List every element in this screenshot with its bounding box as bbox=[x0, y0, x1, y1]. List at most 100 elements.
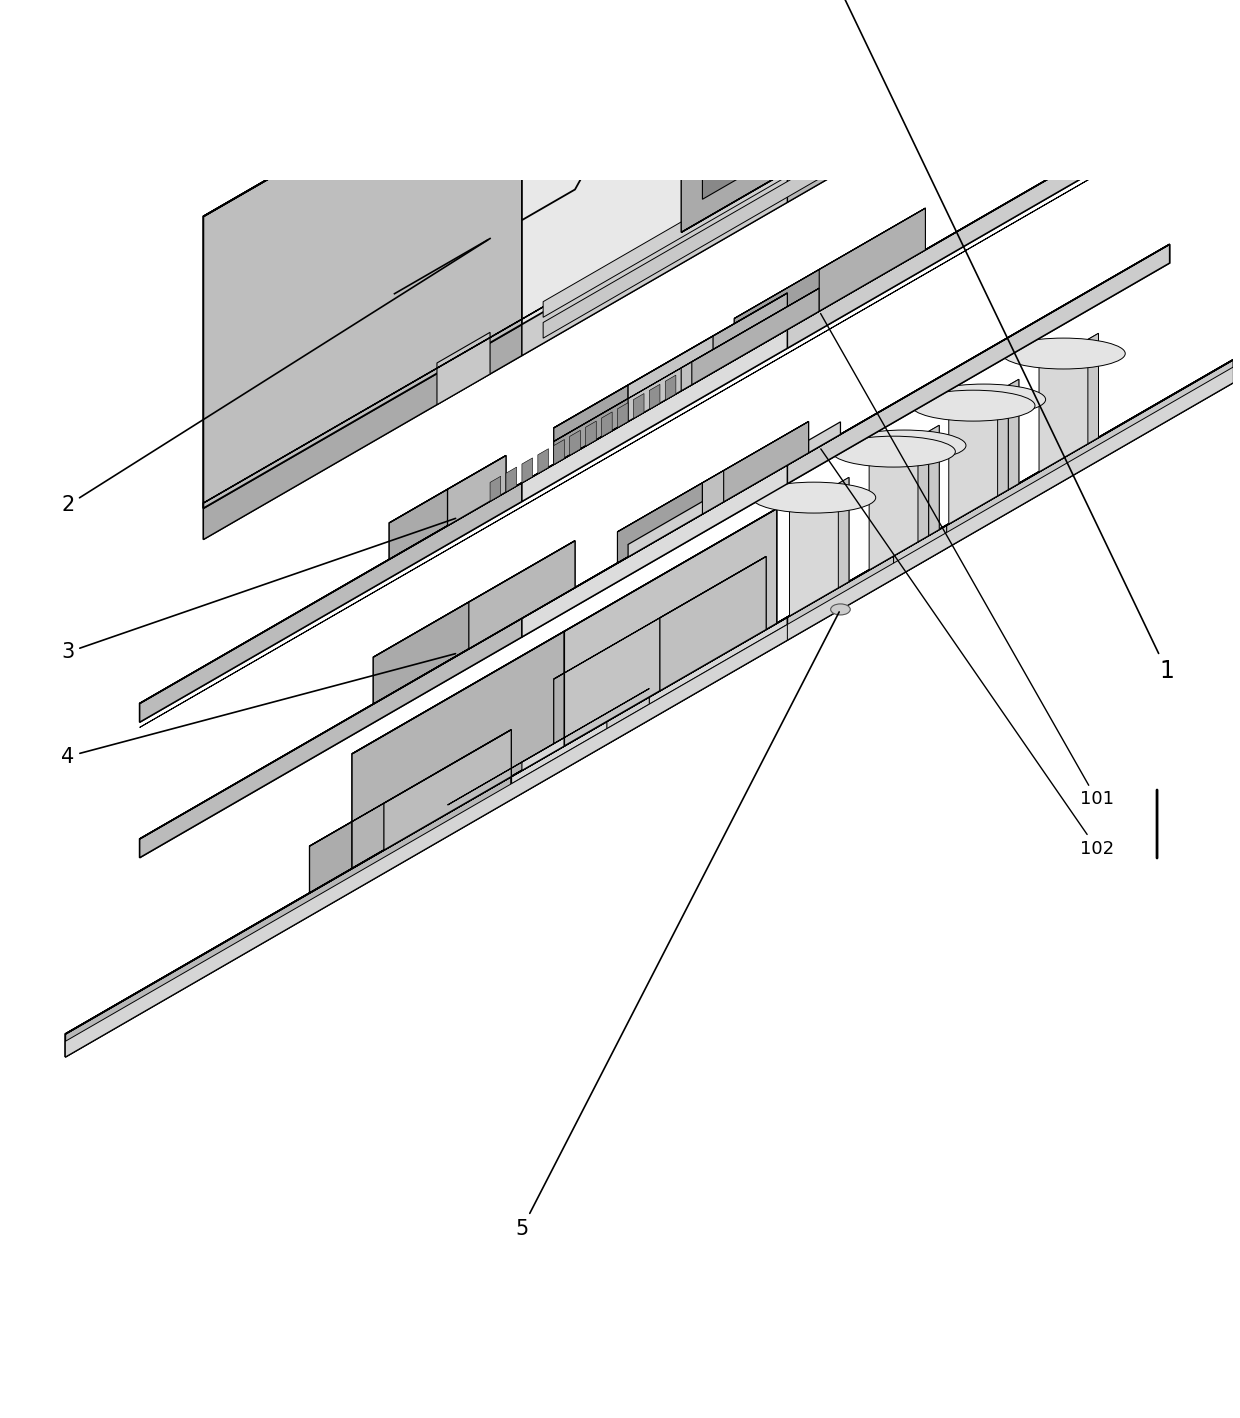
Polygon shape bbox=[564, 509, 776, 746]
Polygon shape bbox=[713, 294, 787, 373]
Polygon shape bbox=[66, 624, 787, 1056]
Ellipse shape bbox=[1002, 337, 1125, 369]
Polygon shape bbox=[140, 133, 1169, 727]
Polygon shape bbox=[869, 431, 929, 570]
Polygon shape bbox=[787, 244, 1169, 484]
Ellipse shape bbox=[753, 482, 875, 513]
Polygon shape bbox=[554, 556, 766, 679]
Polygon shape bbox=[522, 109, 1169, 502]
Polygon shape bbox=[1087, 333, 1099, 444]
Polygon shape bbox=[660, 556, 766, 691]
Polygon shape bbox=[702, 421, 808, 515]
Polygon shape bbox=[838, 478, 849, 587]
Polygon shape bbox=[522, 0, 1106, 356]
Text: 2: 2 bbox=[61, 240, 487, 515]
Polygon shape bbox=[681, 159, 808, 233]
Text: 5: 5 bbox=[516, 613, 839, 1238]
Polygon shape bbox=[310, 730, 511, 847]
Polygon shape bbox=[522, 0, 618, 220]
Polygon shape bbox=[734, 269, 820, 360]
Polygon shape bbox=[506, 467, 517, 492]
Text: 101: 101 bbox=[821, 313, 1114, 808]
Polygon shape bbox=[681, 288, 820, 391]
Polygon shape bbox=[554, 618, 660, 752]
Ellipse shape bbox=[831, 604, 851, 615]
Polygon shape bbox=[569, 430, 580, 455]
Polygon shape bbox=[511, 360, 1234, 800]
Polygon shape bbox=[373, 596, 480, 705]
Polygon shape bbox=[564, 509, 776, 746]
Polygon shape bbox=[203, 166, 787, 539]
Polygon shape bbox=[389, 489, 448, 560]
Polygon shape bbox=[448, 689, 650, 805]
Polygon shape bbox=[415, 434, 841, 679]
Polygon shape bbox=[480, 540, 575, 642]
Polygon shape bbox=[448, 455, 506, 526]
Polygon shape bbox=[436, 730, 511, 820]
Polygon shape bbox=[140, 109, 1169, 703]
Ellipse shape bbox=[923, 384, 1045, 415]
Polygon shape bbox=[998, 386, 1008, 496]
Ellipse shape bbox=[911, 390, 1035, 421]
Polygon shape bbox=[554, 336, 713, 464]
Polygon shape bbox=[692, 288, 820, 384]
Polygon shape bbox=[1039, 333, 1099, 472]
Ellipse shape bbox=[832, 437, 955, 467]
Polygon shape bbox=[665, 376, 676, 400]
Polygon shape bbox=[66, 617, 787, 1056]
Polygon shape bbox=[787, 0, 1106, 203]
Polygon shape bbox=[554, 288, 820, 441]
Polygon shape bbox=[352, 631, 564, 868]
Polygon shape bbox=[490, 476, 501, 501]
Polygon shape bbox=[787, 0, 1106, 172]
Polygon shape bbox=[448, 761, 522, 814]
Polygon shape bbox=[618, 482, 702, 563]
Polygon shape bbox=[203, 33, 522, 508]
Polygon shape bbox=[787, 109, 1169, 349]
Polygon shape bbox=[203, 319, 522, 539]
Text: 4: 4 bbox=[61, 654, 455, 767]
Polygon shape bbox=[538, 448, 548, 474]
Polygon shape bbox=[724, 421, 808, 502]
Polygon shape bbox=[543, 10, 1085, 337]
Polygon shape bbox=[918, 431, 929, 542]
Polygon shape bbox=[436, 0, 618, 82]
Polygon shape bbox=[554, 362, 692, 464]
Polygon shape bbox=[511, 367, 1234, 800]
Polygon shape bbox=[522, 458, 532, 482]
Polygon shape bbox=[373, 603, 469, 705]
Polygon shape bbox=[522, 244, 1169, 637]
Polygon shape bbox=[618, 471, 724, 563]
Polygon shape bbox=[618, 403, 629, 428]
Polygon shape bbox=[790, 478, 849, 615]
Polygon shape bbox=[554, 386, 629, 464]
Polygon shape bbox=[448, 732, 575, 814]
Polygon shape bbox=[310, 773, 436, 893]
Polygon shape bbox=[108, 384, 1190, 1010]
Polygon shape bbox=[203, 0, 787, 508]
Polygon shape bbox=[66, 777, 511, 1056]
Text: 1: 1 bbox=[789, 0, 1174, 682]
Polygon shape bbox=[629, 294, 787, 421]
Polygon shape bbox=[448, 455, 506, 526]
Polygon shape bbox=[203, 0, 1106, 217]
Polygon shape bbox=[929, 425, 939, 536]
Polygon shape bbox=[554, 294, 787, 428]
Polygon shape bbox=[634, 394, 644, 418]
Polygon shape bbox=[702, 0, 766, 200]
Polygon shape bbox=[352, 509, 776, 754]
Polygon shape bbox=[734, 208, 925, 319]
Polygon shape bbox=[894, 525, 946, 579]
Polygon shape bbox=[820, 208, 925, 311]
Polygon shape bbox=[629, 421, 841, 557]
Polygon shape bbox=[543, 0, 1085, 318]
Text: 102: 102 bbox=[821, 450, 1114, 858]
Polygon shape bbox=[66, 360, 1234, 1034]
Polygon shape bbox=[352, 631, 564, 868]
Polygon shape bbox=[601, 411, 613, 437]
Polygon shape bbox=[522, 0, 1106, 325]
Polygon shape bbox=[140, 329, 787, 722]
Polygon shape bbox=[436, 332, 490, 404]
Polygon shape bbox=[140, 482, 522, 722]
Polygon shape bbox=[522, 689, 650, 770]
